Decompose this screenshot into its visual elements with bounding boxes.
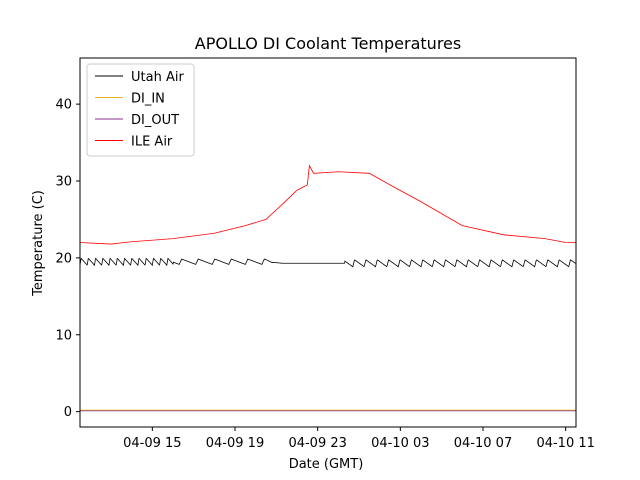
x-tick-label: 04-10 07	[454, 436, 512, 451]
x-tick-label: 04-09 15	[123, 436, 181, 451]
x-tick-label: 04-09 19	[206, 436, 264, 451]
legend-label: ILE Air	[131, 135, 173, 150]
y-tick-label: 40	[55, 98, 72, 113]
series-layer	[80, 164, 576, 412]
legend: Utah Air DI_IN DI_OUT ILE Air	[86, 63, 195, 157]
y-tick-label: 30	[55, 175, 72, 190]
y-axis-label: Temperature (C)	[31, 190, 46, 297]
y-tick-label: 20	[55, 251, 72, 266]
x-axis: 04-09 15 04-09 19 04-09 23 04-10 03 04-10 07…	[123, 427, 595, 451]
series-line-ile-air	[80, 164, 576, 245]
y-tick-label: 10	[55, 328, 72, 343]
legend-frame	[86, 63, 195, 157]
x-tick-label: 04-10 11	[536, 436, 594, 451]
axes-frame	[79, 57, 577, 428]
chart-title: APOLLO DI Coolant Temperatures	[195, 34, 461, 53]
y-axis: 0 10 20 30 40	[55, 98, 80, 420]
legend-label: Utah Air	[131, 70, 184, 85]
legend-label: DI_IN	[131, 92, 165, 107]
x-tick-label: 04-10 03	[371, 436, 429, 451]
series-line-utah-air	[80, 257, 576, 268]
legend-label: DI_OUT	[131, 113, 179, 128]
x-axis-label: Date (GMT)	[289, 457, 364, 472]
y-tick-label: 0	[64, 405, 72, 420]
x-tick-label: 04-09 23	[288, 436, 346, 451]
